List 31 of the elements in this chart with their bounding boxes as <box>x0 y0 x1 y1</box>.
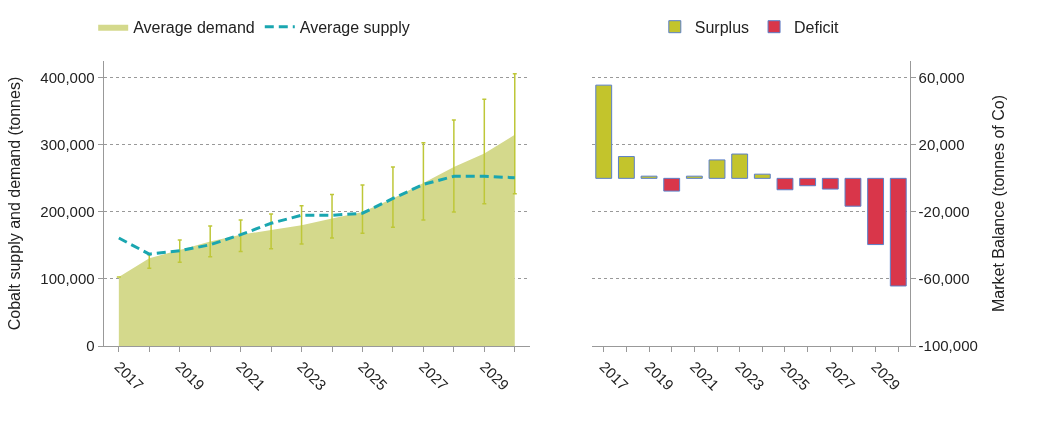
bar <box>685 175 703 179</box>
bar <box>617 156 635 179</box>
bar <box>844 177 862 207</box>
legend-label: Average supply <box>299 18 410 36</box>
bar <box>708 159 726 179</box>
bar <box>776 177 794 191</box>
legend-label: Deficit <box>794 18 840 36</box>
y-tick-label: 100,000 <box>40 270 95 288</box>
bar <box>799 177 817 187</box>
line-series <box>117 174 517 256</box>
bar <box>595 84 613 179</box>
bar <box>821 177 839 190</box>
y2-tick-label: 60,000 <box>918 69 965 87</box>
bar <box>867 177 885 246</box>
y2-axis-title: Market Balance (tonnes of Co) <box>989 95 1007 312</box>
bar <box>731 153 749 179</box>
y-axis-title: Cobalt supply and demand (tonnes) <box>6 76 24 331</box>
legend-label: Surplus <box>694 18 750 36</box>
bar <box>753 173 771 179</box>
y-tick-label: 0 <box>86 337 95 355</box>
y2-tick-label: -20,000 <box>918 203 970 221</box>
y2-tick-label: -100,000 <box>918 337 978 355</box>
y-tick-label: 300,000 <box>40 136 95 154</box>
bar <box>640 175 658 179</box>
y-tick-label: 200,000 <box>40 203 95 221</box>
y2-tick-label: -60,000 <box>918 270 970 288</box>
bar <box>663 177 681 192</box>
bar <box>889 177 907 287</box>
y2-tick-label: 20,000 <box>918 136 965 154</box>
y-tick-label: 400,000 <box>40 69 95 87</box>
legend-label: Average demand <box>133 18 255 36</box>
